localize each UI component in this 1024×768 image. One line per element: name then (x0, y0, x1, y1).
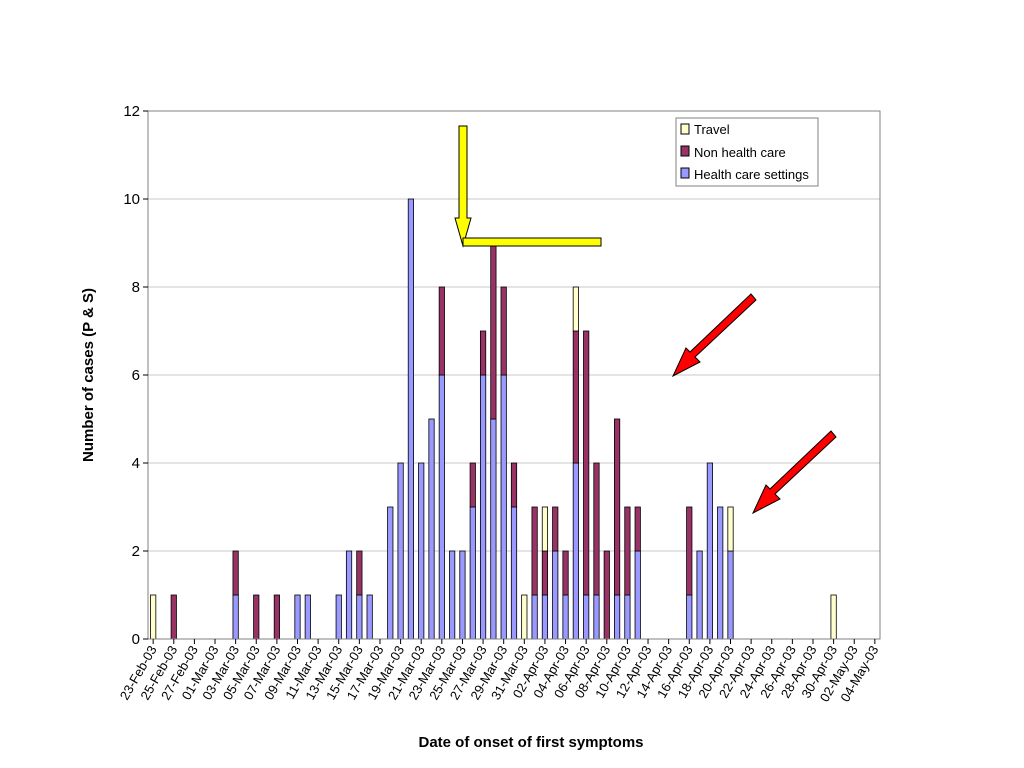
bar-segment (479, 330, 487, 376)
bar-segment (727, 506, 734, 552)
bar-segment (727, 550, 734, 640)
legend-label-travel: Travel (694, 122, 730, 137)
bar-segment (397, 462, 404, 640)
legend-label-non-health-care: Non health care (694, 145, 786, 160)
bar-segment (583, 594, 590, 640)
legend-swatch-non-health-care (680, 145, 690, 157)
bar-segment (603, 550, 610, 640)
bar-segment (428, 418, 435, 640)
bar-segment (387, 506, 394, 640)
bar-segment (253, 594, 260, 640)
bar-segment (572, 330, 579, 464)
y-axis-title: Number of cases (P & S) (80, 288, 97, 462)
y-tick-label: 12 (123, 103, 140, 120)
bar-segment (232, 594, 239, 640)
grid-lines (148, 198, 880, 552)
bar-segment (150, 594, 157, 640)
bar-segment (500, 286, 507, 376)
bar-segment (232, 550, 239, 596)
red-annotation-arrow-2 (751, 430, 837, 515)
bar-segment (449, 550, 456, 640)
bar-segment (624, 506, 631, 596)
bar-segment (510, 506, 518, 640)
bar-segment (634, 550, 641, 640)
bar-segment (614, 594, 621, 640)
bar-segment (438, 374, 445, 640)
legend-swatch-health-care-settings (680, 167, 690, 179)
legend-label-health-care-settings: Health care settings (694, 167, 809, 182)
bar-segment (490, 242, 497, 420)
bar-segment (706, 462, 713, 640)
legend-box (675, 117, 819, 187)
bar-segment (438, 286, 445, 376)
bar-segment (624, 594, 631, 640)
bar-segment (510, 462, 518, 508)
y-tick-label: 10 (123, 191, 140, 208)
bar-segment (418, 462, 425, 640)
bar-segment (541, 506, 549, 552)
y-tick-label: 6 (132, 367, 140, 384)
x-axis-title: Date of onset of first symptoms (418, 734, 643, 751)
bar-segment (696, 550, 703, 640)
y-axis-ticks: 0 2 4 6 8 10 12 (123, 103, 148, 648)
bar-segment (490, 418, 497, 640)
bar-segment (634, 506, 641, 552)
bar-segment (304, 594, 311, 640)
bar-segment (356, 594, 363, 640)
bar-segment (541, 594, 549, 640)
y-tick-label: 2 (132, 543, 140, 560)
bar-segment (459, 550, 466, 640)
bar-segment (552, 506, 559, 552)
bar-segment (469, 506, 476, 640)
bar-segment (500, 374, 507, 640)
bar-segment (273, 594, 280, 640)
bar-segment (717, 506, 724, 640)
yellow-annotation-bar (462, 237, 602, 247)
bar-segment (407, 198, 414, 640)
legend-swatch-travel (680, 123, 690, 135)
bar-segment (562, 594, 569, 640)
bar-segment (531, 594, 538, 640)
bar-segment (686, 506, 693, 596)
bar-segment (552, 550, 559, 640)
red-annotation-arrow-1 (671, 293, 757, 378)
bar-segment (562, 550, 569, 596)
bar-segment (541, 550, 549, 596)
x-axis-ticks: 23-Feb-0325-Feb-0327-Feb-0301-Mar-0303-M… (117, 639, 881, 704)
bar-segment (521, 594, 528, 640)
bar-segment (345, 550, 353, 640)
bar-segment (356, 550, 363, 596)
y-tick-label: 4 (132, 455, 140, 472)
bar-segment (479, 374, 487, 640)
bar-segment (614, 418, 621, 596)
bar-segment (294, 594, 301, 640)
bar-segment (572, 462, 579, 640)
legend: Travel Non health care Health care setti… (675, 117, 819, 187)
bar-segment (572, 286, 579, 332)
bar-segment (593, 594, 600, 640)
bar-segment (583, 330, 590, 596)
bar-segment (593, 462, 600, 596)
bar-segment (335, 594, 342, 640)
bars (150, 198, 837, 640)
bar-segment (531, 506, 538, 596)
bar-segment (366, 594, 373, 640)
annotations (454, 125, 837, 515)
bar-segment (686, 594, 693, 640)
bar-segment (170, 594, 177, 640)
bar-segment (469, 462, 476, 508)
y-tick-label: 8 (132, 279, 140, 296)
yellow-annotation-arrow (454, 125, 472, 248)
y-tick-label: 0 (132, 631, 140, 648)
bar-segment (830, 594, 837, 640)
